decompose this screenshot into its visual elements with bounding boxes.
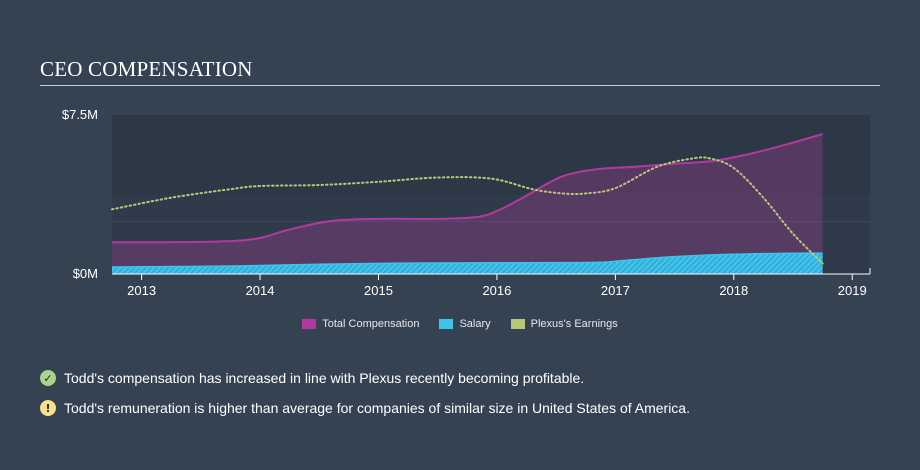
legend-label-salary: Salary [459,318,491,330]
note-text-compensation-increase: Todd's compensation has increased in lin… [64,370,585,386]
salary-line [111,252,823,268]
legend-label-total-compensation: Total Compensation [322,318,420,330]
x-tick-label-2017: 2017 [601,283,630,298]
note-warning: ! Todd's remuneration is higher than ave… [40,398,690,418]
y-tick-label-$7.5M: $7.5M [62,107,98,122]
x-tick-label-2013: 2013 [127,283,156,298]
note-text-remuneration-above-average: Todd's remuneration is higher than avera… [64,400,690,416]
title-divider [40,85,880,86]
total-compensation-area [112,134,823,274]
chart-legend: Total Compensation Salary Plexus's Earni… [0,318,920,330]
x-tick-label-2018: 2018 [719,283,748,298]
total-compensation-line [111,133,823,244]
legend-item-total-compensation[interactable]: Total Compensation [302,318,419,330]
chart-title: CEO COMPENSATION [40,57,253,81]
check-icon: ✓ [40,370,56,386]
plot-area: 2013 2014 2015 2016 2017 2018 2019 $0M $7.5M [62,107,871,298]
x-tick-label-2016: 2016 [482,283,511,298]
x-tick-label-2019: 2019 [838,283,867,298]
legend-item-earnings[interactable]: Plexus's Earnings [510,318,618,330]
legend-swatch-total-compensation [302,319,317,329]
notes-list: ✓ Todd's compensation has increased in l… [40,368,690,428]
x-tick-label-2015: 2015 [364,283,393,298]
legend-swatch-earnings [510,319,525,329]
legend-label-earnings: Plexus's Earnings [530,318,618,330]
legend-swatch-salary [439,319,454,329]
exclamation-icon: ! [40,400,56,416]
earnings-line [111,156,824,265]
legend-item-salary[interactable]: Salary [439,318,491,330]
x-tick-label-2014: 2014 [246,283,275,298]
y-tick-label-$0M: $0M [73,266,98,281]
note-positive: ✓ Todd's compensation has increased in l… [40,368,690,388]
